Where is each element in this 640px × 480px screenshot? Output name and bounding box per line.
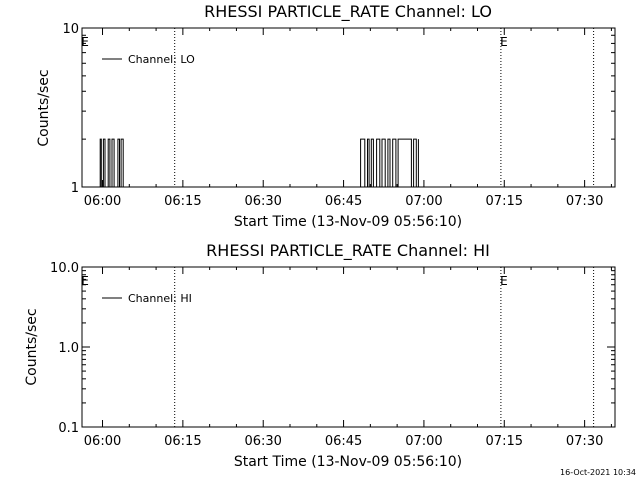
event-marker-label: E <box>500 35 508 49</box>
axis-ticks: 06:00 06:15 06:30 06:45 07:00 07:15 07:30 0.1 1.… <box>50 261 615 449</box>
x-tick-label: 06:00 <box>84 194 121 209</box>
panel-hi: RHESSI PARTICLE_RATE Channel: HI Counts/… <box>24 241 616 470</box>
legend-label: Channel: LO <box>128 53 195 66</box>
plot-frame <box>81 27 616 188</box>
x-tick-label: 07:00 <box>405 434 442 449</box>
y-tick-label: 1.0 <box>58 341 79 356</box>
vertical-marker-lines <box>174 267 595 427</box>
x-tick-label: 07:15 <box>486 434 523 449</box>
x-tick-label: 06:15 <box>164 434 201 449</box>
x-tick-label: 07:15 <box>486 194 523 209</box>
event-marker-label: E <box>500 274 508 288</box>
data-series <box>99 138 419 188</box>
y-tick-label: 0.1 <box>58 421 79 436</box>
y-tick-label: 10 <box>62 22 79 37</box>
x-tick-label: 06:30 <box>244 434 281 449</box>
y-tick-label: 1 <box>71 181 79 196</box>
event-marker-label: E <box>81 35 89 49</box>
x-tick-label: 06:45 <box>325 194 362 209</box>
x-tick-label: 07:30 <box>566 194 603 209</box>
x-tick-label: 07:00 <box>405 194 442 209</box>
panel-lo: RHESSI PARTICLE_RATE Channel: LO Counts/… <box>36 2 616 230</box>
x-axis-label: Start Time (13-Nov-09 05:56:10) <box>234 454 462 470</box>
chart-title: RHESSI PARTICLE_RATE Channel: LO <box>204 2 492 22</box>
chart-title: RHESSI PARTICLE_RATE Channel: HI <box>206 241 490 261</box>
legend-label: Channel: HI <box>128 292 192 305</box>
x-tick-label: 06:45 <box>325 434 362 449</box>
y-axis-label: Counts/sec <box>24 308 40 385</box>
x-axis-label: Start Time (13-Nov-09 05:56:10) <box>234 214 462 230</box>
x-tick-label: 07:30 <box>566 434 603 449</box>
x-tick-label: 06:15 <box>164 194 201 209</box>
y-axis-label: Counts/sec <box>36 69 52 146</box>
x-tick-label: 06:30 <box>244 194 281 209</box>
axis-ticks: 06:00 06:15 06:30 06:45 07:00 07:15 07:30 1 10 <box>62 22 615 209</box>
event-marker-label: E <box>81 274 89 288</box>
series-line <box>99 138 419 188</box>
y-tick-label: 10.0 <box>50 261 79 276</box>
footer-timestamp: 16-Oct-2021 10:34 <box>560 468 636 477</box>
plot-frame <box>81 266 616 428</box>
x-tick-label: 06:00 <box>84 434 121 449</box>
vertical-marker-lines <box>174 28 595 187</box>
